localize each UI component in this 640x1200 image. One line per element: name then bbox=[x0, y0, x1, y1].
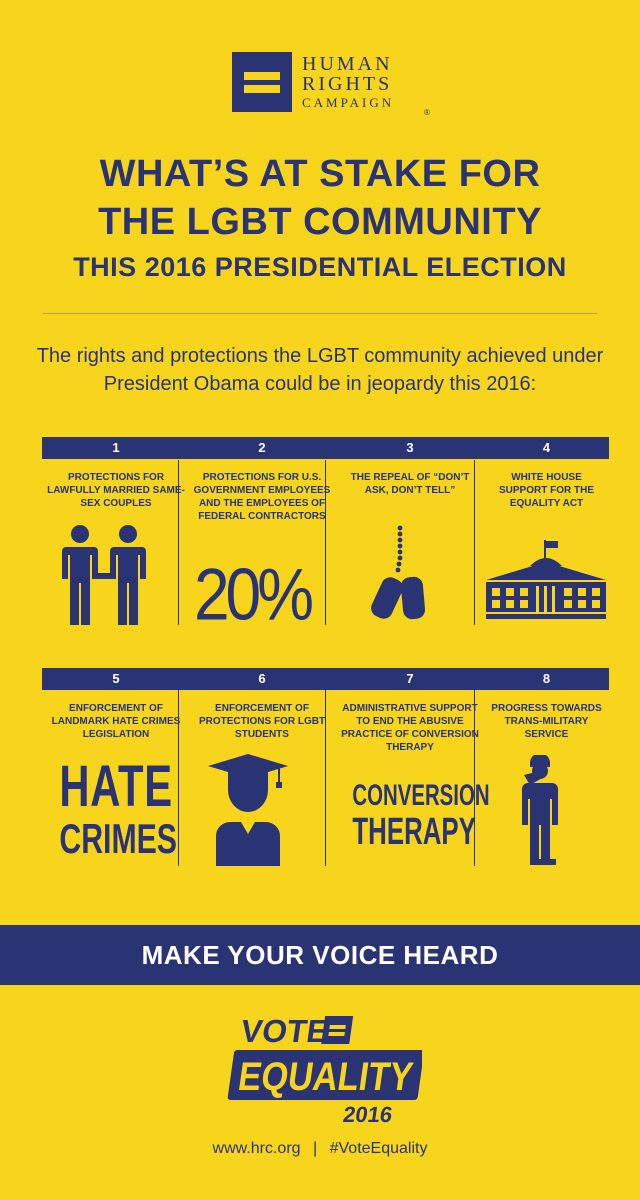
item-number: 2 bbox=[188, 437, 336, 459]
item-number: 6 bbox=[188, 668, 336, 690]
item-description: PROTECTIONS FOR LAWFULLY MARRIED SAME-SE… bbox=[47, 472, 185, 509]
item-number: 1 bbox=[42, 437, 190, 459]
item-number: 4 bbox=[484, 437, 609, 459]
item-description: ENFORCEMENT OF LANDMARK HATE CRIMES LEGI… bbox=[51, 703, 181, 740]
vote-word: VOTE bbox=[239, 1013, 331, 1049]
hashtag: #VoteEquality bbox=[329, 1140, 428, 1157]
item-3: 3 THE REPEAL OF “DON’T ASK, DON’T TELL” bbox=[336, 437, 484, 497]
column-divider bbox=[474, 690, 475, 866]
dog-tags-icon bbox=[371, 525, 426, 620]
equal-sign-icon bbox=[232, 52, 292, 112]
couple-icon bbox=[62, 525, 146, 625]
item-4: 4 WHITE HOUSE SUPPORT FOR THE EQUALITY A… bbox=[484, 437, 609, 510]
footer-separator: | bbox=[313, 1140, 318, 1157]
divider bbox=[43, 313, 597, 314]
item-description: THE REPEAL OF “DON’T ASK, DON’T TELL” bbox=[350, 472, 470, 496]
therapy-word: THERAPY bbox=[352, 811, 476, 853]
item-8: 8 PROGRESS TOWARDS TRANS-MILITARY SERVIC… bbox=[484, 668, 609, 741]
logo-line-2: RIGHTS bbox=[302, 73, 393, 95]
item-number: 7 bbox=[336, 668, 484, 690]
item-description: ADMINISTRATIVE SUPPORT TO END THE ABUSIV… bbox=[341, 703, 479, 753]
item-description: ENFORCEMENT OF PROTECTIONS FOR LGBT STUD… bbox=[198, 703, 326, 740]
column-divider bbox=[178, 690, 179, 866]
headline-line-3: THIS 2016 PRESIDENTIAL ELECTION bbox=[73, 252, 567, 282]
item-1: 1 PROTECTIONS FOR LAWFULLY MARRIED SAME-… bbox=[42, 437, 190, 510]
hrc-logo: HUMAN RIGHTS CAMPAIGN ® bbox=[232, 52, 430, 117]
item-number: 3 bbox=[336, 437, 484, 459]
website-link[interactable]: www.hrc.org bbox=[212, 1140, 301, 1157]
registered-mark: ® bbox=[424, 108, 430, 117]
item-description: WHITE HOUSE SUPPORT FOR THE EQUALITY ACT bbox=[498, 472, 594, 509]
column-divider bbox=[325, 460, 326, 625]
hrc-wordmark: HUMAN RIGHTS CAMPAIGN ® bbox=[302, 53, 430, 117]
logo-line-1: HUMAN bbox=[302, 53, 393, 75]
conversion-therapy-graphic: CONVERSION THERAPY bbox=[330, 779, 490, 853]
item-description: PROTECTIONS FOR U.S. GOVERNMENT EMPLOYEE… bbox=[193, 472, 331, 522]
column-divider bbox=[325, 690, 326, 866]
call-to-action-banner: MAKE YOUR VOICE HEARD bbox=[0, 925, 640, 985]
equality-word: EQUALITY bbox=[235, 1054, 415, 1099]
column-divider bbox=[474, 460, 475, 625]
white-house-icon bbox=[486, 540, 606, 619]
item-number: 8 bbox=[484, 668, 609, 690]
hate-word: HATE bbox=[59, 754, 173, 819]
item-5: 5 ENFORCEMENT OF LANDMARK HATE CRIMES LE… bbox=[42, 668, 190, 741]
item-6: 6 ENFORCEMENT OF PROTECTIONS FOR LGBT ST… bbox=[188, 668, 336, 741]
item-2: 2 PROTECTIONS FOR U.S. GOVERNMENT EMPLOY… bbox=[188, 437, 336, 523]
item-number: 5 bbox=[42, 668, 190, 690]
logo-line-3: CAMPAIGN bbox=[302, 95, 395, 110]
footer: www.hrc.org | #VoteEquality bbox=[0, 1140, 640, 1158]
item-description: PROGRESS TOWARDS TRANS-MILITARY SERVICE bbox=[491, 703, 602, 740]
headline-line-1: WHAT’S AT STAKE FOR bbox=[99, 153, 541, 195]
headline-line-2: THE LGBT COMMUNITY bbox=[98, 201, 542, 243]
hate-crimes-graphic: HATE CRIMES bbox=[42, 754, 177, 862]
conversion-word: CONVERSION bbox=[352, 779, 490, 812]
year-label: 2016 bbox=[342, 1102, 394, 1126]
saluting-soldier-icon bbox=[522, 755, 558, 865]
column-divider bbox=[178, 460, 179, 625]
item-7: 7 ADMINISTRATIVE SUPPORT TO END THE ABUS… bbox=[336, 668, 484, 754]
intro-text: The rights and protections the LGBT comm… bbox=[36, 345, 604, 395]
vote-equality-logo: VOTE EQUALITY 2016 bbox=[227, 1013, 422, 1126]
twenty-percent-graphic: 20% bbox=[193, 552, 314, 636]
crimes-word: CRIMES bbox=[59, 815, 177, 862]
graduate-icon bbox=[208, 754, 288, 866]
